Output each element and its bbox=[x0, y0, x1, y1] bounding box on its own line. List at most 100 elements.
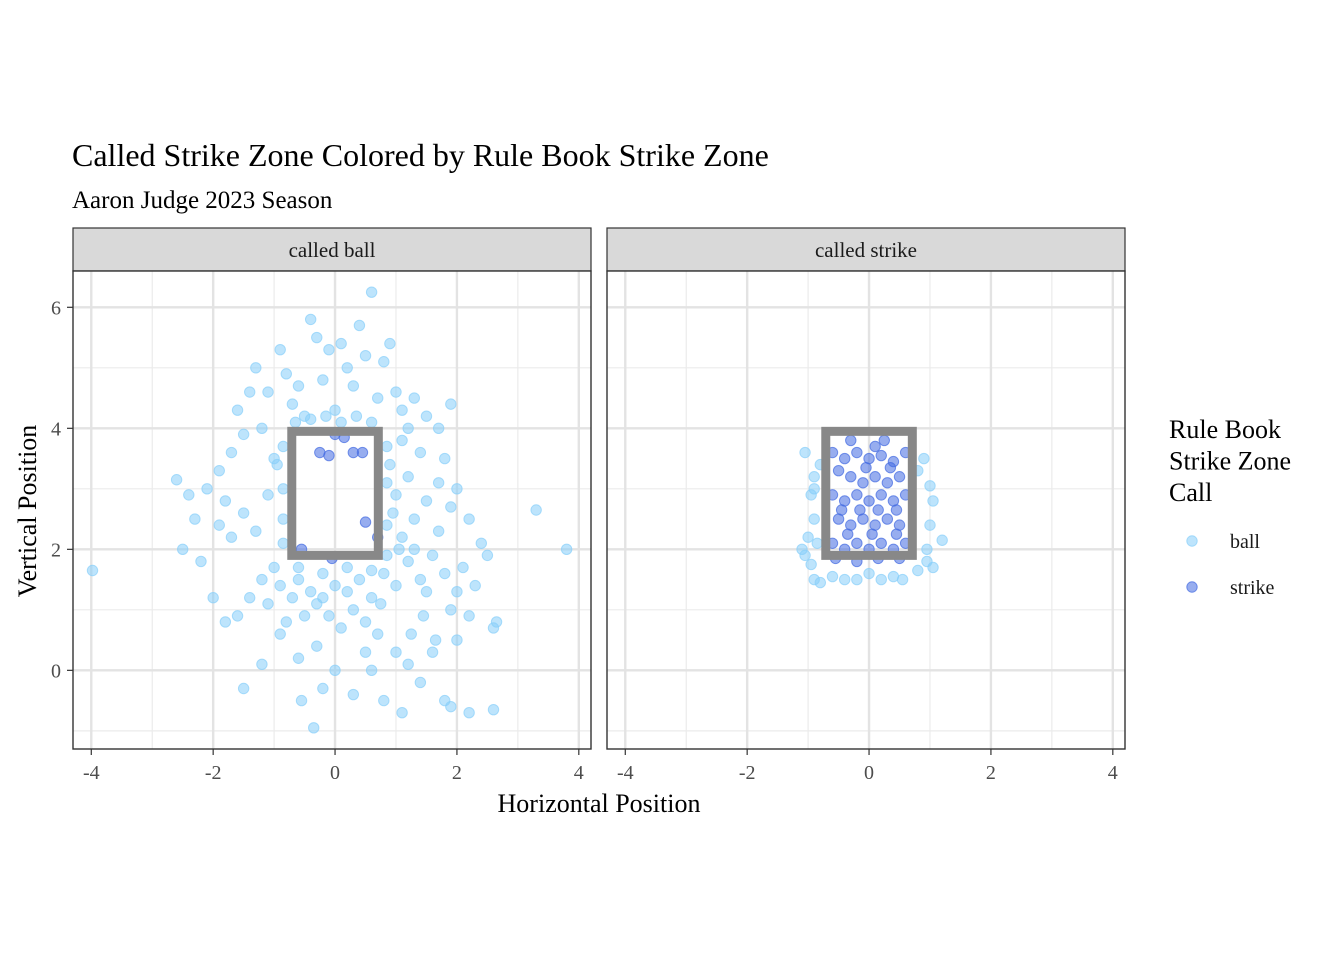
data-point-ball bbox=[347, 688, 360, 701]
facet-panel: called strike -4 -2 0 2 4 bbox=[606, 227, 1126, 784]
data-point-ball bbox=[426, 549, 439, 562]
data-point-ball bbox=[439, 567, 451, 580]
x-tick-label: -4 bbox=[83, 762, 100, 784]
data-point-ball bbox=[183, 489, 195, 501]
data-point-ball bbox=[445, 501, 457, 513]
data-point-ball bbox=[918, 452, 930, 465]
data-point-ball bbox=[170, 474, 183, 486]
data-point-strike bbox=[323, 449, 335, 462]
data-point-ball bbox=[176, 543, 189, 556]
data-point-ball bbox=[271, 458, 283, 471]
data-point-ball bbox=[292, 561, 305, 574]
data-point-ball bbox=[219, 495, 232, 507]
data-point-strike bbox=[851, 489, 863, 501]
data-point-ball bbox=[244, 386, 256, 398]
data-point-ball bbox=[277, 537, 289, 549]
data-point-strike bbox=[860, 461, 872, 474]
data-point-ball bbox=[396, 531, 408, 543]
data-point-ball bbox=[927, 495, 939, 507]
data-point-strike bbox=[875, 489, 887, 501]
data-point-strike bbox=[845, 434, 857, 447]
data-point-ball bbox=[390, 386, 402, 398]
data-point-ball bbox=[378, 356, 390, 368]
data-point-ball bbox=[445, 700, 457, 713]
data-point-ball bbox=[237, 507, 250, 519]
chart-title: Called Strike Zone Colored by Rule Book … bbox=[72, 137, 769, 173]
y-tick-label: 2 bbox=[51, 539, 61, 561]
legend-key-ball bbox=[1186, 535, 1198, 547]
y-axis-label: Vertical Position bbox=[13, 425, 42, 598]
data-point-ball bbox=[219, 616, 232, 628]
data-point-ball bbox=[414, 446, 427, 459]
data-point-ball bbox=[311, 598, 323, 610]
data-point-ball bbox=[560, 543, 573, 556]
data-point-ball bbox=[402, 422, 414, 435]
data-point-ball bbox=[295, 694, 308, 707]
data-point-ball bbox=[341, 561, 353, 574]
data-point-ball bbox=[429, 634, 442, 646]
data-point-ball bbox=[481, 549, 494, 562]
data-point-ball bbox=[372, 392, 384, 404]
data-point-ball bbox=[799, 446, 811, 459]
data-point-strike bbox=[866, 528, 878, 540]
data-point-ball bbox=[286, 592, 299, 604]
x-axis-label: Horizontal Position bbox=[498, 789, 701, 818]
data-point-ball bbox=[195, 555, 207, 568]
data-point-ball bbox=[317, 374, 329, 386]
data-point-strike bbox=[845, 471, 857, 483]
facet-strip bbox=[72, 227, 592, 272]
data-point-ball bbox=[396, 404, 408, 416]
data-point-ball bbox=[329, 664, 341, 677]
data-point-ball bbox=[811, 537, 823, 549]
facet-strip-label: called ball bbox=[289, 238, 376, 262]
data-point-strike bbox=[851, 446, 863, 459]
legend: Rule Book Strike Zone Call ball strike bbox=[1169, 415, 1291, 599]
x-tick-label: 0 bbox=[864, 762, 874, 784]
data-point-ball bbox=[274, 628, 286, 640]
data-point-ball bbox=[463, 513, 475, 525]
data-point-ball bbox=[213, 519, 225, 531]
data-point-ball bbox=[375, 598, 387, 610]
chart-subtitle: Aaron Judge 2023 Season bbox=[72, 187, 333, 214]
data-point-ball bbox=[402, 658, 414, 670]
x-tick-label: -4 bbox=[617, 762, 634, 784]
data-point-ball bbox=[408, 543, 420, 556]
data-point-ball bbox=[268, 561, 280, 574]
data-point-ball bbox=[304, 585, 317, 598]
data-point-ball bbox=[439, 452, 451, 465]
data-point-ball bbox=[851, 573, 863, 586]
data-point-ball bbox=[298, 610, 311, 622]
data-point-ball bbox=[365, 564, 378, 577]
data-point-ball bbox=[353, 319, 366, 332]
data-point-ball bbox=[381, 440, 393, 453]
data-point-ball bbox=[451, 483, 463, 495]
x-tick-label: 4 bbox=[574, 762, 584, 784]
data-point-ball bbox=[420, 410, 433, 422]
panel-border bbox=[72, 270, 592, 750]
data-point-ball bbox=[408, 392, 420, 404]
data-point-strike bbox=[884, 461, 897, 474]
data-point-ball bbox=[808, 471, 820, 483]
data-point-strike bbox=[359, 516, 372, 528]
data-point-ball bbox=[256, 658, 268, 670]
data-point-ball bbox=[387, 507, 399, 519]
data-point-ball bbox=[359, 616, 372, 628]
data-point-ball bbox=[390, 646, 402, 658]
data-point-ball bbox=[286, 398, 299, 410]
data-point-ball bbox=[262, 489, 274, 501]
panel-background bbox=[607, 271, 1125, 749]
data-point-ball bbox=[317, 682, 329, 695]
data-point-ball bbox=[396, 434, 408, 447]
x-tick-label: 4 bbox=[1108, 762, 1118, 784]
data-point-ball bbox=[463, 610, 475, 622]
data-point-ball bbox=[365, 286, 378, 298]
data-point-ball bbox=[487, 703, 500, 716]
data-point-strike bbox=[875, 537, 887, 549]
data-point-ball bbox=[396, 706, 408, 719]
data-point-strike bbox=[863, 495, 875, 507]
data-point-ball bbox=[277, 440, 289, 453]
x-tick-label: 0 bbox=[330, 762, 340, 784]
data-point-ball bbox=[274, 579, 286, 592]
data-point-ball bbox=[814, 576, 826, 589]
data-point-ball bbox=[256, 573, 268, 586]
